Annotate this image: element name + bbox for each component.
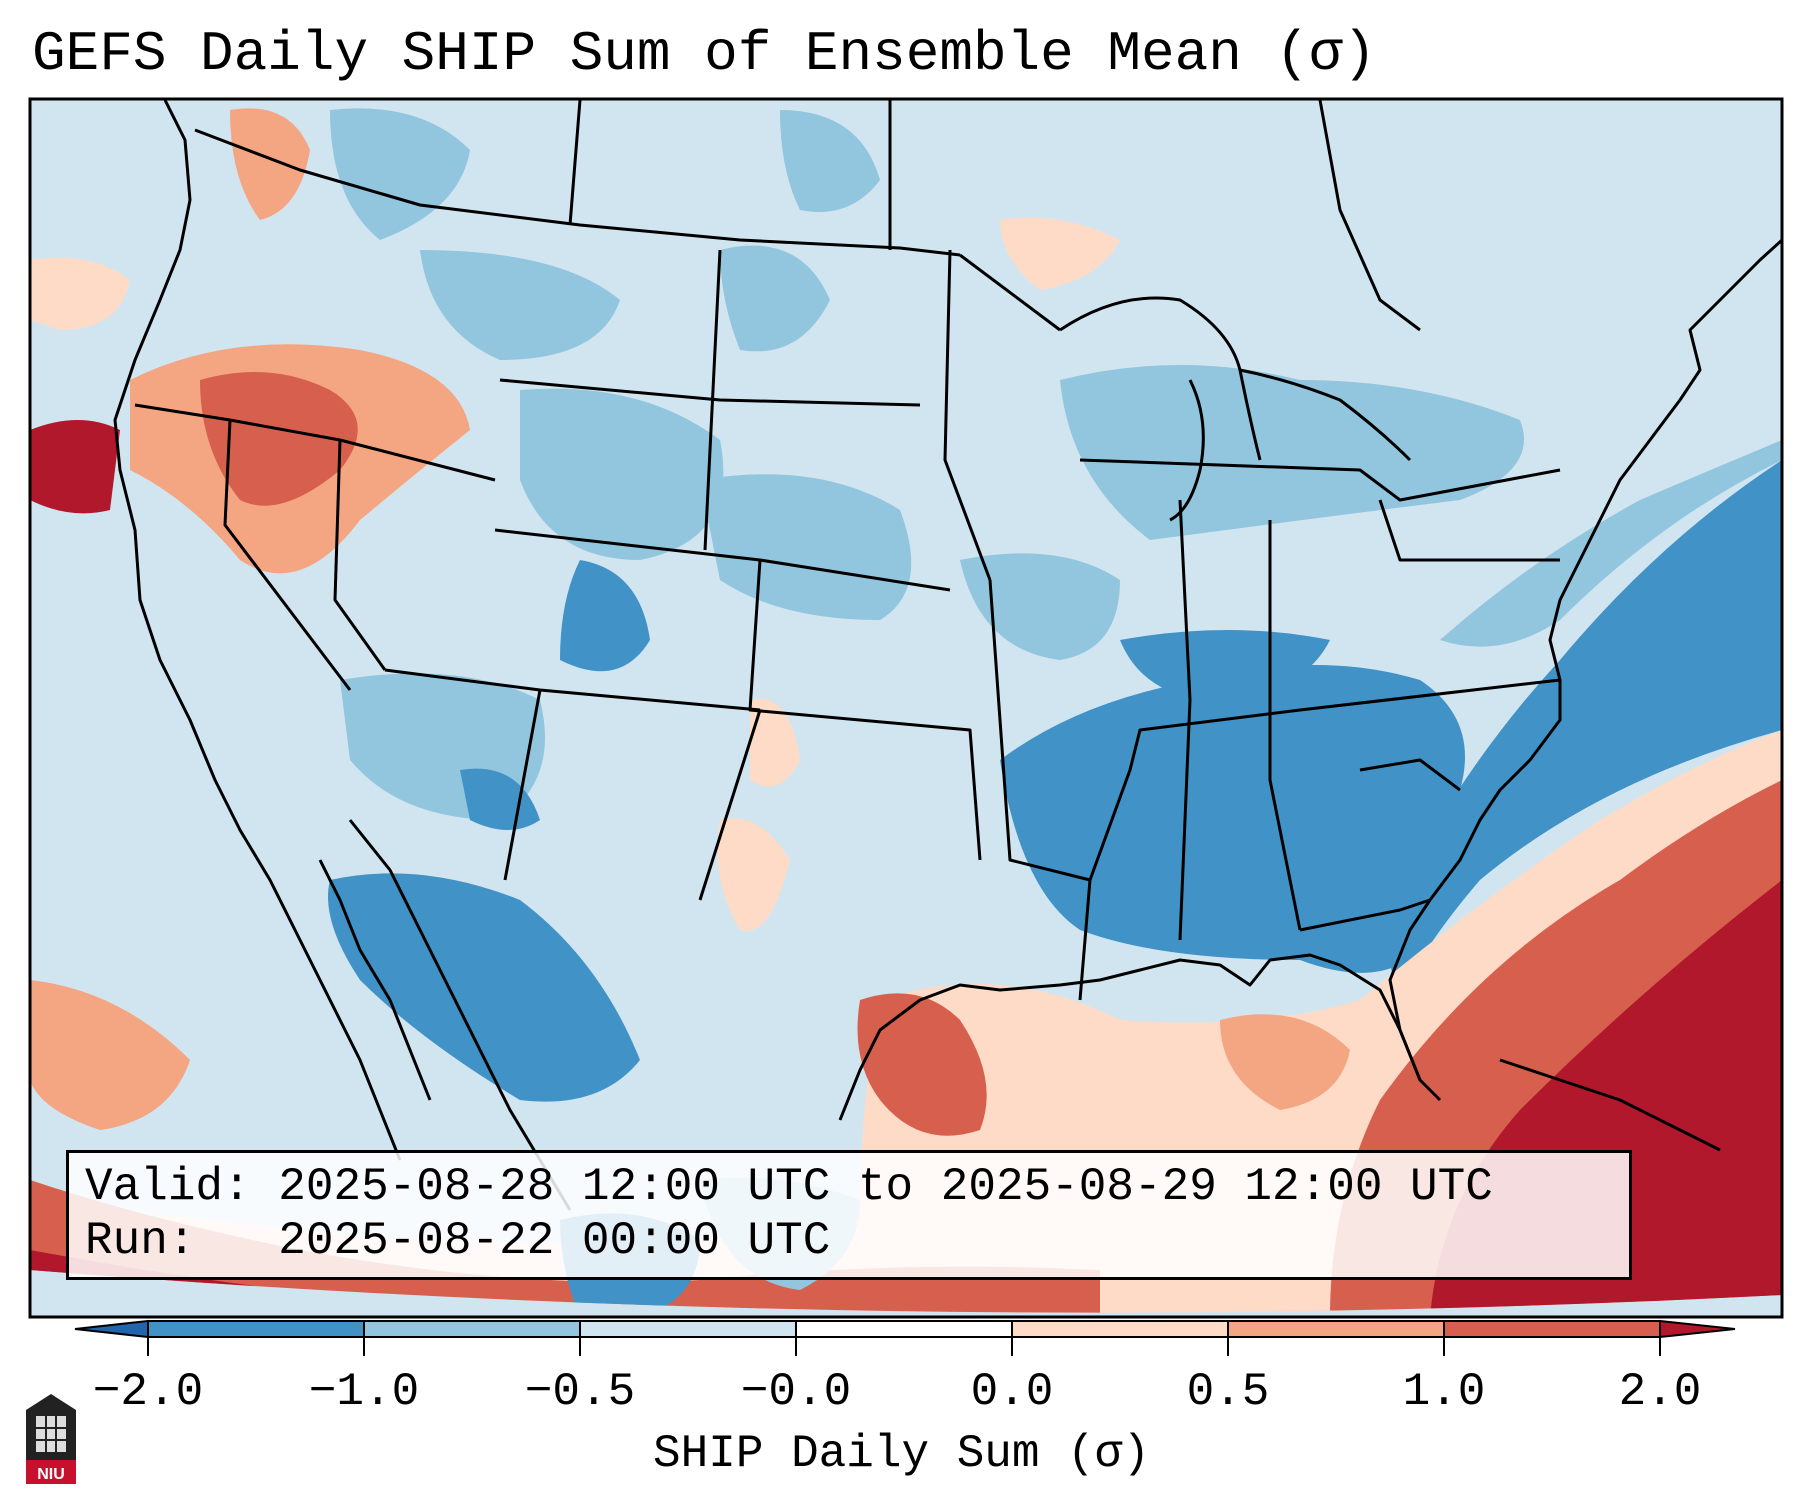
state-border bbox=[499, 378, 921, 407]
state-border bbox=[748, 559, 982, 861]
colorbar-tick-label: 1.0 bbox=[1402, 1366, 1486, 1418]
state-border bbox=[134, 403, 496, 482]
valid-run-info-box: Valid: 2025-08-28 12:00 UTC to 2025-08-2… bbox=[66, 1150, 1632, 1280]
field-patch bbox=[960, 553, 1120, 660]
coastline bbox=[318, 859, 432, 1101]
valid-value: 2025-08-28 12:00 UTC to 2025-08-29 12:00… bbox=[278, 1161, 1493, 1213]
field-patch bbox=[30, 1180, 1100, 1313]
state-border bbox=[1178, 499, 1192, 941]
field-patch bbox=[1120, 630, 1330, 700]
colorbar-segment bbox=[795, 1320, 1013, 1338]
colorbar-segment bbox=[147, 1320, 365, 1338]
colorbar-tick-label: −2.0 bbox=[92, 1366, 204, 1418]
colorbar-tick-label: 0.5 bbox=[1186, 1366, 1270, 1418]
field-patch bbox=[1440, 440, 1782, 647]
field-patch bbox=[460, 768, 540, 830]
border bbox=[194, 128, 961, 257]
colorbar-segment bbox=[363, 1320, 581, 1338]
map-boundaries bbox=[113, 99, 1782, 1211]
field-patch bbox=[1220, 1014, 1350, 1110]
coastline bbox=[838, 953, 1442, 1121]
niu-logo: NIU bbox=[26, 1394, 76, 1484]
state-border bbox=[503, 689, 542, 881]
field-patch bbox=[1060, 365, 1524, 540]
colorbar-tick-label: 2.0 bbox=[1618, 1366, 1702, 1418]
field-patch bbox=[30, 980, 190, 1130]
colorbar-segment bbox=[1011, 1320, 1229, 1338]
colorbar-extend-low bbox=[74, 1319, 149, 1339]
field-patch bbox=[780, 110, 880, 212]
run-value: 2025-08-22 00:00 UTC bbox=[278, 1215, 831, 1267]
state-border bbox=[1268, 520, 1302, 931]
state-border bbox=[1318, 99, 1421, 332]
field-patch bbox=[230, 108, 310, 220]
coastline bbox=[1499, 1058, 1721, 1152]
coastline bbox=[1169, 379, 1205, 522]
state-border bbox=[1359, 758, 1461, 792]
coastline bbox=[1059, 296, 1412, 462]
valid-label: Valid: bbox=[85, 1161, 251, 1213]
state-border bbox=[568, 99, 582, 226]
colorbar-segment bbox=[1443, 1320, 1661, 1338]
colorbar-tick-label: 0.0 bbox=[970, 1366, 1054, 1418]
field-patch bbox=[520, 388, 724, 560]
field-patch bbox=[717, 818, 790, 932]
field-patch bbox=[420, 250, 620, 360]
state-border bbox=[943, 249, 992, 581]
field-patch bbox=[700, 474, 912, 620]
colorbar-segment bbox=[1227, 1320, 1445, 1338]
state-border bbox=[1299, 898, 1431, 932]
field-patch bbox=[1380, 460, 1782, 1000]
colorbar-extend-high bbox=[1659, 1319, 1736, 1339]
state-border bbox=[988, 579, 1092, 1001]
field-patch bbox=[200, 372, 358, 506]
colorbar-tick-label: −1.0 bbox=[308, 1366, 420, 1418]
state-border bbox=[333, 439, 387, 671]
coastline bbox=[113, 99, 402, 1161]
state-border bbox=[959, 253, 1061, 332]
field-patch bbox=[328, 873, 640, 1102]
field-patch bbox=[1000, 665, 1465, 973]
colorbar-tick-label: −0.5 bbox=[524, 1366, 636, 1418]
logo-text: NIU bbox=[37, 1466, 65, 1483]
state-border bbox=[1079, 458, 1561, 502]
coastline bbox=[1238, 369, 1262, 461]
colorbar-label: SHIP Daily Sum (σ) bbox=[653, 1428, 1150, 1480]
run-label: Run: bbox=[85, 1215, 196, 1267]
map-frame bbox=[28, 97, 1784, 1319]
colorbar bbox=[74, 1319, 1736, 1356]
state-border bbox=[1378, 499, 1560, 562]
field-patch bbox=[30, 257, 130, 330]
field-patch bbox=[30, 420, 120, 514]
colorbar-segment bbox=[579, 1320, 797, 1338]
chart-title: GEFS Daily SHIP Sum of Ensemble Mean (σ) bbox=[32, 22, 1377, 86]
state-border bbox=[703, 249, 722, 551]
field-patch bbox=[750, 698, 800, 787]
field-patch bbox=[720, 245, 830, 352]
field-patch bbox=[560, 560, 650, 672]
field-patch bbox=[857, 993, 987, 1136]
field-patch bbox=[1000, 217, 1120, 290]
state-border bbox=[698, 709, 762, 901]
state-border bbox=[223, 419, 352, 691]
colorbar-tick-label: −0.0 bbox=[740, 1366, 852, 1418]
state-border bbox=[1088, 678, 1561, 881]
coastline bbox=[1388, 238, 1782, 1081]
